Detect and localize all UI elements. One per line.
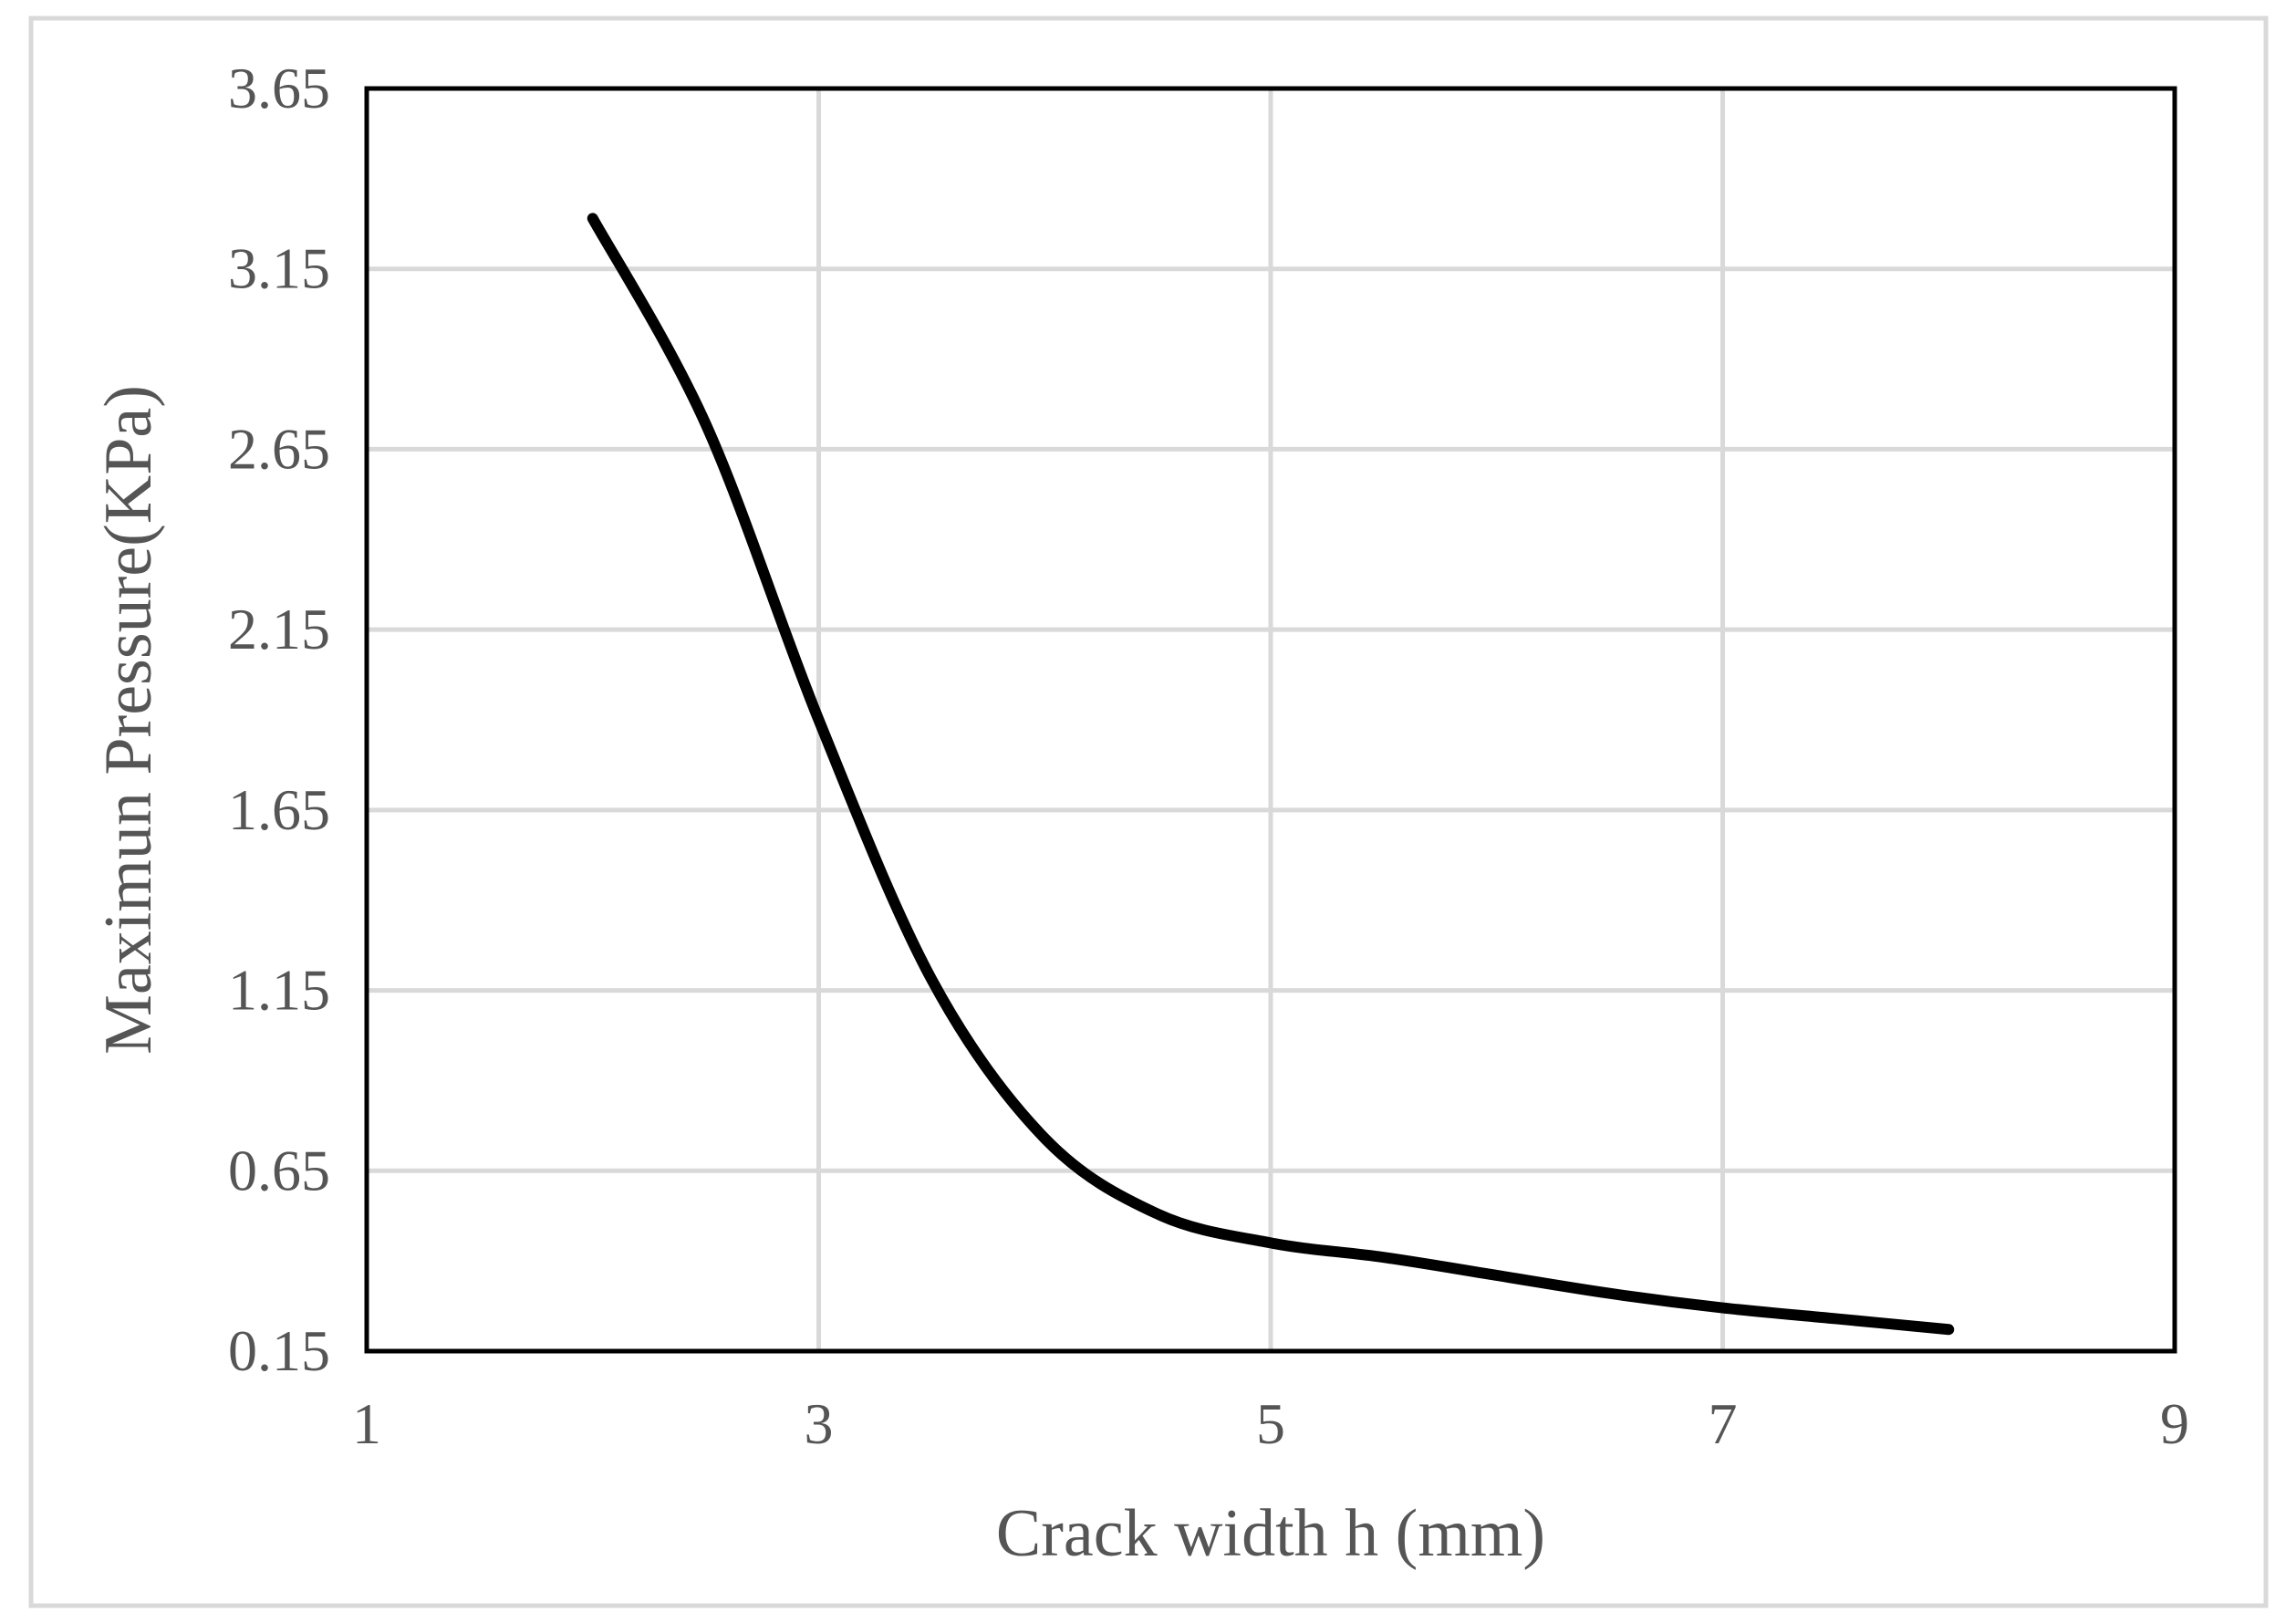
plot-area-border (364, 86, 2177, 1354)
y-tick-label: 1.65 (228, 777, 330, 842)
y-tick-label: 2.15 (228, 597, 330, 661)
y-axis-title: Maximun Pressure(KPa) (91, 385, 166, 1055)
y-tick-label: 0.15 (228, 1318, 330, 1383)
x-axis-tick-labels: 1 3 5 7 9 (352, 1391, 2189, 1456)
series-line (587, 213, 1955, 1336)
y-tick-label: 1.15 (228, 958, 330, 1023)
y-tick-label: 3.15 (228, 236, 330, 301)
x-axis-title: Crack width h (mm) (996, 1496, 1545, 1571)
x-tick-label: 5 (1256, 1391, 1285, 1456)
y-axis-tick-labels: 0.15 0.65 1.15 1.65 2.15 2.65 3.15 3.65 (228, 56, 330, 1383)
x-tick-label: 9 (2160, 1391, 2189, 1456)
y-tick-label: 3.65 (228, 56, 330, 120)
x-tick-label: 1 (352, 1391, 381, 1456)
x-tick-label: 3 (805, 1391, 834, 1456)
y-tick-label: 0.65 (228, 1138, 330, 1202)
x-tick-label: 7 (1709, 1391, 1738, 1456)
y-tick-label: 2.65 (228, 416, 330, 481)
series-layer (587, 213, 1955, 1336)
